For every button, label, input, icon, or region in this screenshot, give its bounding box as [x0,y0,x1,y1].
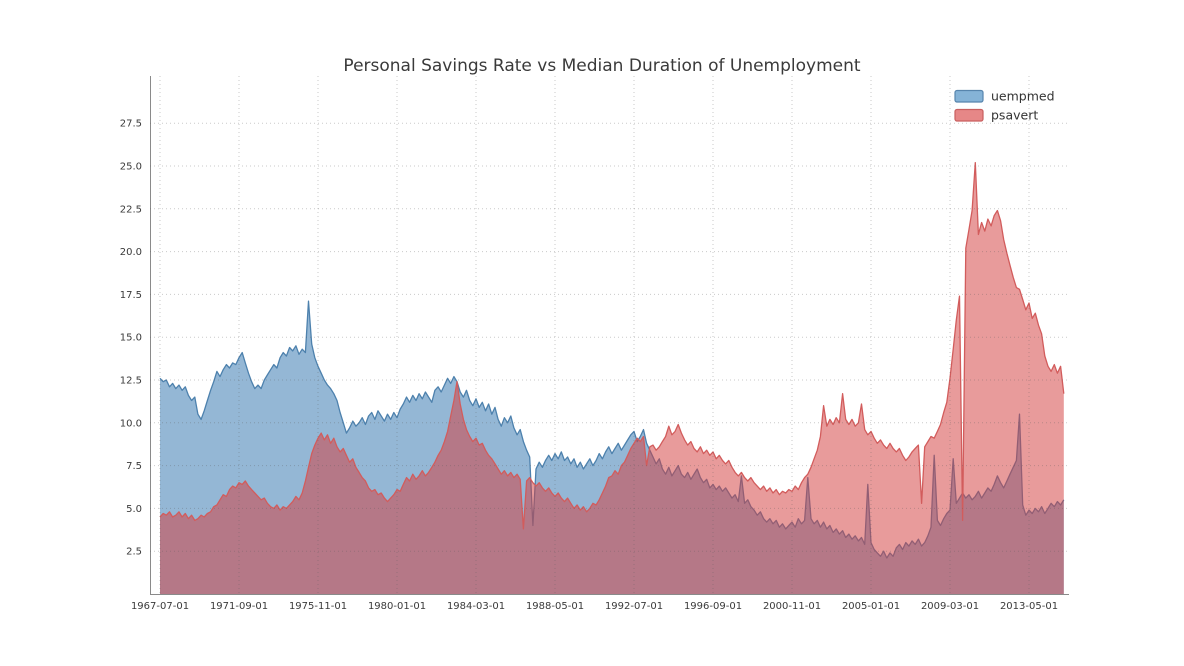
x-tick-label: 2013-05-01 [1000,601,1058,612]
x-tick-label: 1975-11-01 [289,601,347,612]
y-tick-label: 17.5 [120,290,142,301]
series-areas [159,161,1065,594]
psavert-area-fill [160,162,1064,594]
uempmed-legend-label: uempmed [991,89,1055,104]
y-tick-label: 25.0 [120,162,142,173]
y-tick-label: 22.5 [120,204,142,215]
y-tick-label: 5.0 [126,504,142,515]
x-axis-tick-labels: 1967-07-01 1971-09-01 1975-11-01 1980-01-01… [131,601,1058,612]
y-axis-tick-labels: 2.5 5.0 7.5 10.0 12.5 15.0 17.5 20.0 22.5 25.0 27.… [120,119,142,558]
legend: uempmed psavert [954,89,1055,123]
x-tick-label: 1980-01-01 [368,601,426,612]
y-tick-label: 7.5 [126,461,142,472]
psavert-legend-swatch [954,108,984,122]
x-tick-label: 1971-09-01 [210,601,268,612]
x-tick-label: 1996-09-01 [684,601,742,612]
psavert-line [159,161,1065,530]
y-tick-label: 2.5 [126,547,142,558]
x-tick-label: 2009-03-01 [921,601,979,612]
y-tick-label: 15.0 [120,333,142,344]
x-tick-label: 1984-03-01 [447,601,505,612]
y-tick-label: 27.5 [120,119,142,130]
axis-spines [150,76,1069,595]
y-tick-label: 10.0 [120,418,142,429]
x-tick-label: 1988-05-01 [526,601,584,612]
x-tick-label: 1992-07-01 [605,601,663,612]
legend-item-uempmed[interactable]: uempmed [954,89,1055,104]
legend-item-psavert[interactable]: psavert [954,108,1038,123]
x-tick-label: 2005-01-01 [842,601,900,612]
psavert-legend-label: psavert [991,108,1038,123]
chart-title: Personal Savings Rate vs Median Duration… [343,56,860,76]
x-tick-label: 1967-07-01 [131,601,189,612]
y-tick-label: 20.0 [120,247,142,258]
y-tick-label: 12.5 [120,376,142,387]
x-tick-label: 2000-11-01 [763,601,821,612]
uempmed-legend-swatch [954,89,984,103]
